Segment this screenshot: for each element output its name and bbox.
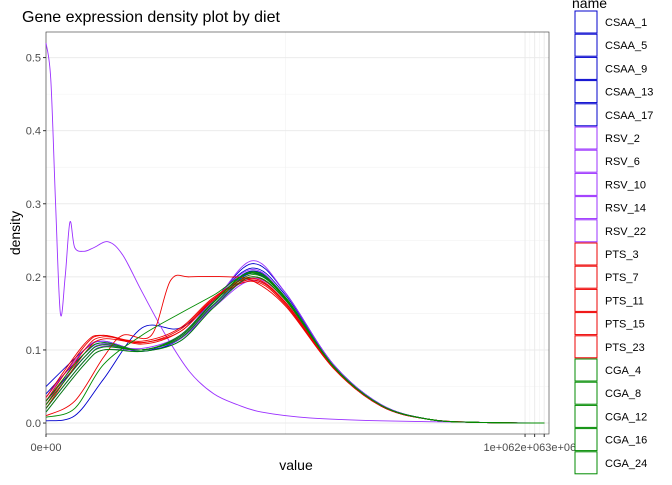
legend-key <box>574 103 598 127</box>
legend-label: RSV_14 <box>605 203 646 215</box>
legend-label: CSAA_9 <box>605 63 647 75</box>
y-tick-label: 0.0 <box>26 418 41 430</box>
legend-label: CGA_16 <box>605 435 647 447</box>
legend-label: PTS_3 <box>605 249 639 261</box>
legend-key <box>574 172 598 196</box>
legend-key <box>574 451 598 475</box>
legend-label: CSAA_13 <box>605 87 653 99</box>
plot-panel <box>46 32 549 434</box>
y-tick-label: 0.4 <box>26 126 41 138</box>
legend-label: PTS_11 <box>605 295 644 307</box>
legend-label: CGA_12 <box>605 411 647 423</box>
legend-label: RSV_2 <box>605 133 640 145</box>
legend-title: name <box>572 0 607 11</box>
y-axis: 0.0 0.1 0.2 0.3 0.4 0.5 <box>26 53 46 430</box>
legend-key <box>574 265 598 289</box>
legend-key <box>574 196 598 220</box>
legend-key <box>574 149 598 173</box>
y-tick-label: 0.3 <box>26 199 41 211</box>
legend-key <box>574 242 598 266</box>
series-line-rsv-2 <box>45 42 545 424</box>
legend-label: PTS_23 <box>605 342 645 354</box>
legend-label: CGA_24 <box>605 458 647 470</box>
y-tick-label: 0.1 <box>26 345 41 357</box>
legend-key <box>574 219 598 243</box>
x-axis: 0e+00 1e+062e+063e+06 <box>31 434 576 454</box>
legend-key <box>574 288 598 312</box>
legend-label: PTS_7 <box>605 272 639 284</box>
x-tick-label-crowded: 1e+062e+063e+06 <box>483 442 576 454</box>
legend-label: CGA_8 <box>605 388 641 400</box>
legend: CSAA_1 CSAA_5 CSAA_9 CSAA_13 CSAA_17 RSV_2 RSV… <box>574 10 653 475</box>
legend-label: CSAA_1 <box>605 17 647 29</box>
legend-key <box>574 404 598 428</box>
plot-border <box>45 31 550 435</box>
legend-key <box>574 126 598 150</box>
legend-key <box>574 10 598 34</box>
series-line-cga-24 <box>45 271 545 424</box>
legend-key <box>574 335 598 359</box>
legend-label: CSAA_17 <box>605 110 653 122</box>
legend-label: RSV_6 <box>605 156 640 168</box>
legend-key <box>574 381 598 405</box>
grid-lines <box>45 31 550 435</box>
legend-label: RSV_22 <box>605 226 646 238</box>
legend-label: PTS_15 <box>605 319 645 331</box>
density-series <box>45 42 545 424</box>
chart-title: Gene expression density plot by diet <box>22 9 280 26</box>
legend-label: RSV_10 <box>605 179 646 191</box>
y-tick-label: 0.5 <box>26 53 41 65</box>
legend-key <box>574 80 598 104</box>
legend-label: CGA_4 <box>605 365 641 377</box>
legend-key <box>574 428 598 452</box>
y-axis-label: density <box>7 211 23 255</box>
legend-label: CSAA_5 <box>605 40 647 52</box>
legend-key <box>574 358 598 382</box>
x-axis-label: value <box>279 457 313 473</box>
y-tick-label: 0.2 <box>26 272 41 284</box>
legend-key <box>574 56 598 80</box>
legend-key <box>574 312 598 336</box>
legend-key <box>574 33 598 57</box>
x-tick-label: 0e+00 <box>31 442 62 454</box>
